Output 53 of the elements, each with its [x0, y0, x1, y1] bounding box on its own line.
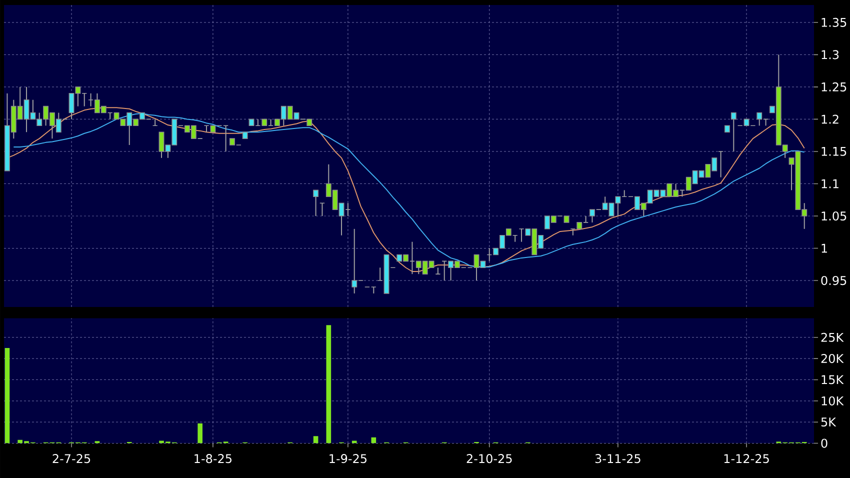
y-tick-label: 1.35 — [822, 18, 846, 27]
x-tick-label: 2-7-25 — [52, 454, 90, 464]
candlestick — [435, 267, 441, 275]
candlestick — [680, 190, 685, 198]
candlestick — [345, 202, 351, 216]
x-tick-label: 2-10-25 — [466, 454, 512, 464]
candlestick — [107, 112, 113, 120]
y-tick-label: 1.2 — [822, 114, 838, 124]
bar — [352, 440, 357, 444]
candlestick — [152, 118, 158, 126]
y-tick-label: 0.95 — [821, 276, 846, 286]
candlestick — [512, 234, 518, 242]
bar — [313, 436, 318, 444]
y-tick-label: 15K — [822, 375, 844, 384]
y-tick-label: 10K — [822, 396, 844, 406]
y-tick-label: 1 — [822, 244, 827, 253]
y-tick-label: 1.15 — [822, 147, 846, 156]
candlestick — [442, 260, 448, 282]
candlestick — [223, 125, 229, 152]
y-tick-label: 0 — [821, 438, 828, 448]
candlestick — [268, 118, 274, 126]
candlestick — [88, 92, 94, 107]
candlestick — [622, 190, 628, 198]
candlestick — [313, 190, 319, 216]
y-tick-label: 1.25 — [822, 82, 846, 92]
y-tick-label: 25K — [821, 332, 844, 342]
x-tick-label: 1-8-25 — [194, 454, 232, 464]
candlestick — [730, 112, 736, 152]
bar — [198, 423, 202, 444]
candlestick — [255, 118, 261, 126]
candlestick — [570, 228, 576, 236]
x-tick-label: 1-12-25 — [724, 454, 769, 464]
bar — [4, 348, 10, 444]
y-tick-label: 20K — [821, 354, 844, 364]
candlestick — [583, 215, 589, 223]
candlestick — [370, 286, 376, 294]
y-tick-label: 1.3 — [822, 50, 839, 60]
y-tick-label: 1.1 — [822, 179, 838, 188]
candlestick — [486, 248, 492, 262]
bar — [326, 325, 332, 444]
y-tick-label: 1.05 — [822, 211, 846, 221]
bar — [371, 437, 376, 444]
candlestick — [410, 241, 415, 275]
x-tick-label: 3-11-25 — [595, 454, 640, 464]
candlestick — [518, 228, 524, 242]
y-tick-label: 5K — [821, 418, 836, 427]
candlestick — [718, 150, 724, 178]
candlestick — [377, 267, 383, 282]
candlestick — [82, 92, 88, 107]
candlestick — [763, 118, 769, 126]
candlestick — [204, 125, 210, 133]
candlestick — [320, 202, 325, 216]
x-tick-label: 1-9-25 — [330, 454, 366, 464]
